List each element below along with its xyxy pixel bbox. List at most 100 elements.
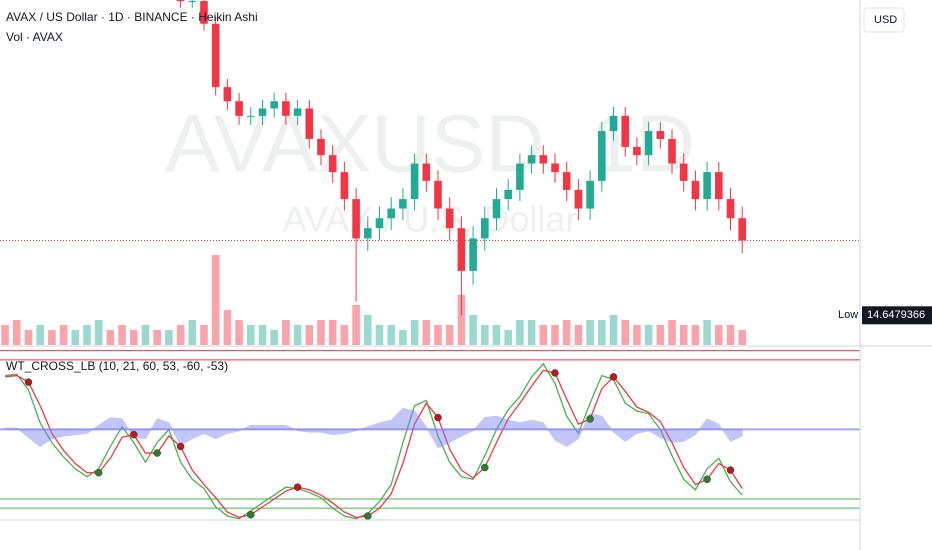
candle-body [258, 108, 267, 116]
cross-dot [551, 369, 559, 377]
cross-dot [94, 468, 103, 477]
volume-bar [352, 305, 360, 345]
candle-body [574, 189, 583, 209]
candle-body [504, 189, 513, 200]
candle-body [539, 155, 548, 164]
volume-bar [410, 320, 419, 345]
volume-bar [305, 325, 314, 345]
candle-body [668, 138, 676, 164]
volume-bar [153, 330, 161, 345]
cross-dot [293, 483, 302, 491]
chart-title: AVAX / US Dollar · 1D · BINANCE · Heikin… [6, 10, 258, 24]
candle-body [211, 23, 220, 88]
candle-body [469, 238, 477, 271]
volume-bar [574, 325, 583, 345]
volume-bar [106, 330, 115, 345]
candle-body [457, 228, 466, 271]
candle-body [679, 163, 688, 181]
volume-bar [609, 315, 618, 345]
volume-bar [282, 320, 290, 345]
candle-body [738, 218, 747, 241]
candle-body [235, 101, 243, 116]
cross-dot [176, 442, 185, 451]
volume-label: Vol · AVAX [6, 30, 63, 44]
volume-bar [293, 325, 302, 345]
volume-bar [118, 325, 126, 345]
volume-bar [129, 330, 138, 345]
currency-button[interactable] [863, 7, 905, 33]
cross-dot [703, 475, 711, 484]
volume-bar [504, 330, 513, 345]
volume-bar [165, 330, 173, 345]
volume-bar [328, 320, 337, 345]
candle-body [434, 180, 442, 209]
volume-bar [200, 325, 208, 345]
volume-bar [317, 320, 325, 345]
volume-bar [36, 325, 44, 345]
volume-bar [445, 325, 454, 345]
candle-body [492, 199, 501, 219]
volume-bar [71, 330, 80, 345]
candle-body [691, 180, 700, 200]
volume-bar [703, 320, 711, 345]
candle-body [726, 199, 735, 219]
volume-bar [679, 325, 688, 345]
candle-body [200, 1, 208, 24]
volume-bar [457, 295, 466, 345]
cross-dot [24, 378, 33, 386]
volume-bar [1, 325, 9, 345]
volume-bar [363, 315, 372, 345]
volume-bar [434, 325, 442, 345]
candle-body [527, 155, 536, 164]
candle-body [422, 163, 431, 181]
volume-bar [188, 320, 197, 345]
volume-bar [726, 325, 735, 345]
wt-line [4, 369, 743, 519]
currency[interactable]: USD [874, 14, 897, 26]
volume-bar [422, 320, 431, 345]
candle-body [188, 1, 197, 3]
candle-body [293, 108, 302, 116]
volume-bar [516, 320, 524, 345]
candle-body [516, 163, 524, 190]
cross-dot [586, 415, 594, 423]
volume-bar [539, 325, 548, 345]
candle-body [223, 87, 232, 102]
volume-bar [12, 320, 21, 345]
candle-body [305, 108, 314, 139]
candle-body [246, 115, 255, 117]
volume-bar [246, 325, 255, 345]
candle-body [176, 0, 185, 2]
candle-body [633, 146, 641, 156]
wt-line [4, 362, 743, 520]
low-marker-value: 14.6479366 [867, 309, 925, 321]
cross-dot [130, 430, 138, 439]
candle-body [352, 199, 360, 239]
volume-bar [668, 320, 676, 345]
volume-bar [621, 320, 630, 345]
candle-body [328, 155, 337, 173]
candle-body [375, 218, 384, 229]
candle-body [410, 163, 419, 200]
candle-body [656, 131, 665, 139]
volume-bar [656, 325, 665, 345]
cross-dot [364, 512, 372, 520]
candle-body [551, 163, 559, 173]
volume-bar [598, 320, 606, 345]
candle-body [703, 172, 711, 200]
low-marker-box [862, 306, 932, 325]
volume-bar [340, 325, 349, 345]
cross-dot [609, 373, 618, 381]
volume-bar [176, 325, 185, 345]
volume-bar [258, 325, 267, 345]
volume-bar [399, 330, 407, 345]
volume-bar [715, 325, 723, 345]
cross-dot [726, 466, 735, 474]
volume-bar [480, 325, 489, 345]
cross-dot [247, 510, 255, 519]
low-marker-label: Low [838, 309, 858, 321]
cross-dot [153, 449, 161, 457]
candle-body [715, 172, 723, 200]
